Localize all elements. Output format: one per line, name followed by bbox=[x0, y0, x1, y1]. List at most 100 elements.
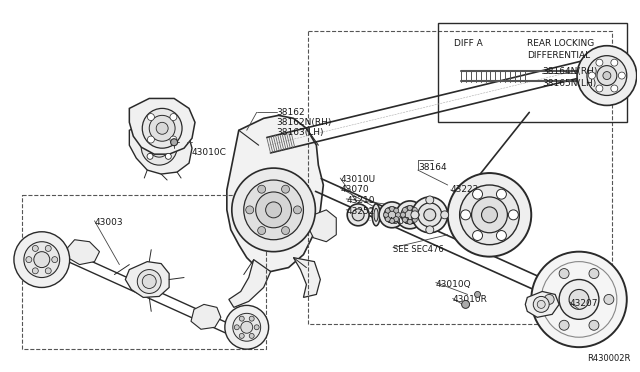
Circle shape bbox=[513, 225, 527, 239]
Circle shape bbox=[394, 208, 399, 213]
Circle shape bbox=[149, 137, 169, 157]
Circle shape bbox=[412, 208, 417, 212]
Text: 43010C: 43010C bbox=[192, 148, 227, 157]
Circle shape bbox=[472, 231, 483, 241]
Circle shape bbox=[623, 59, 632, 68]
Circle shape bbox=[424, 209, 436, 221]
Circle shape bbox=[481, 207, 497, 223]
Circle shape bbox=[45, 246, 51, 251]
Circle shape bbox=[142, 108, 182, 148]
Circle shape bbox=[531, 252, 627, 347]
Circle shape bbox=[170, 136, 177, 143]
Circle shape bbox=[412, 197, 448, 233]
Circle shape bbox=[408, 205, 412, 211]
Circle shape bbox=[348, 204, 369, 226]
Circle shape bbox=[452, 190, 467, 204]
Text: SEE SEC476: SEE SEC476 bbox=[393, 245, 444, 254]
Text: 38162: 38162 bbox=[276, 108, 305, 118]
Circle shape bbox=[596, 85, 603, 92]
Circle shape bbox=[390, 206, 394, 211]
Text: 43210: 43210 bbox=[346, 196, 374, 205]
Circle shape bbox=[384, 207, 400, 223]
Circle shape bbox=[414, 212, 419, 217]
Polygon shape bbox=[129, 99, 195, 154]
Circle shape bbox=[147, 153, 153, 159]
Circle shape bbox=[383, 212, 388, 217]
Bar bbox=[22, 195, 266, 349]
Circle shape bbox=[385, 208, 390, 213]
Text: 38163(LH): 38163(LH) bbox=[276, 128, 324, 137]
Circle shape bbox=[497, 189, 506, 199]
Circle shape bbox=[246, 206, 253, 214]
Circle shape bbox=[258, 185, 266, 193]
Circle shape bbox=[602, 94, 612, 105]
Circle shape bbox=[282, 185, 289, 193]
Text: 43010Q: 43010Q bbox=[436, 279, 472, 289]
Circle shape bbox=[581, 83, 591, 93]
Circle shape bbox=[602, 47, 612, 57]
Circle shape bbox=[472, 189, 483, 199]
Circle shape bbox=[604, 295, 614, 304]
Text: 43003: 43003 bbox=[95, 218, 123, 227]
Circle shape bbox=[418, 203, 442, 227]
Text: 43207: 43207 bbox=[569, 299, 598, 308]
Circle shape bbox=[461, 301, 470, 308]
Circle shape bbox=[24, 242, 60, 278]
Circle shape bbox=[559, 279, 599, 319]
Circle shape bbox=[623, 83, 632, 93]
Circle shape bbox=[249, 316, 254, 321]
Text: 43010U: 43010U bbox=[340, 175, 376, 184]
Circle shape bbox=[596, 59, 603, 66]
Circle shape bbox=[147, 135, 153, 141]
Circle shape bbox=[33, 246, 38, 251]
Circle shape bbox=[411, 211, 419, 219]
Circle shape bbox=[405, 210, 415, 220]
Circle shape bbox=[34, 252, 50, 267]
Circle shape bbox=[233, 313, 260, 341]
Text: REAR LOCKING: REAR LOCKING bbox=[527, 39, 595, 48]
Circle shape bbox=[513, 190, 527, 204]
Circle shape bbox=[14, 232, 70, 288]
Circle shape bbox=[254, 325, 259, 330]
Polygon shape bbox=[308, 210, 336, 242]
Circle shape bbox=[142, 275, 156, 288]
Circle shape bbox=[396, 212, 401, 217]
Circle shape bbox=[138, 270, 161, 294]
Text: DIFF A: DIFF A bbox=[454, 39, 483, 48]
Circle shape bbox=[239, 316, 244, 321]
Circle shape bbox=[401, 212, 405, 217]
Circle shape bbox=[26, 257, 32, 263]
Circle shape bbox=[379, 202, 405, 228]
Circle shape bbox=[141, 129, 177, 165]
Circle shape bbox=[352, 209, 364, 221]
Text: 43070: 43070 bbox=[340, 185, 369, 194]
Circle shape bbox=[587, 56, 627, 96]
Circle shape bbox=[408, 219, 412, 224]
Circle shape bbox=[441, 211, 449, 219]
Circle shape bbox=[569, 289, 589, 310]
Circle shape bbox=[403, 217, 408, 222]
Circle shape bbox=[45, 268, 51, 274]
Circle shape bbox=[52, 257, 58, 263]
Circle shape bbox=[165, 135, 172, 141]
Circle shape bbox=[581, 59, 591, 68]
Circle shape bbox=[171, 139, 177, 146]
Circle shape bbox=[589, 320, 599, 330]
Circle shape bbox=[225, 305, 269, 349]
Circle shape bbox=[282, 227, 289, 234]
Circle shape bbox=[33, 268, 38, 274]
Circle shape bbox=[448, 173, 531, 257]
Text: 38164N(RH): 38164N(RH) bbox=[542, 67, 598, 76]
Circle shape bbox=[256, 192, 291, 228]
Circle shape bbox=[497, 231, 506, 241]
Circle shape bbox=[472, 197, 508, 233]
Circle shape bbox=[147, 136, 154, 143]
Circle shape bbox=[390, 218, 394, 223]
Circle shape bbox=[460, 185, 519, 245]
Circle shape bbox=[544, 295, 554, 304]
Circle shape bbox=[388, 211, 396, 219]
Text: 43081: 43081 bbox=[388, 217, 417, 226]
Text: 38162N(RH): 38162N(RH) bbox=[276, 118, 332, 127]
Circle shape bbox=[385, 217, 390, 222]
Text: 43222: 43222 bbox=[451, 185, 479, 194]
